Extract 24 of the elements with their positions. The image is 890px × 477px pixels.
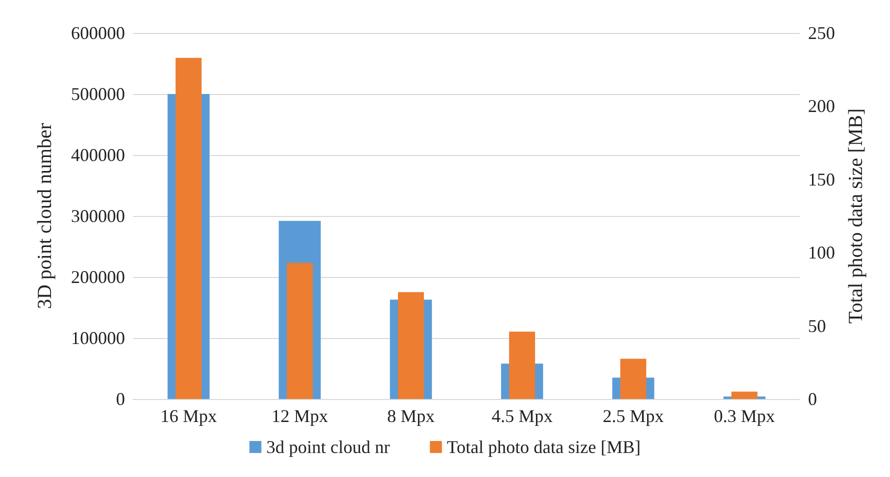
legend-label: Total photo data size [MB] xyxy=(446,437,641,457)
y-tick-label: 600000 xyxy=(71,23,125,43)
bar xyxy=(286,262,313,399)
y-tick-label: 500000 xyxy=(71,84,125,104)
y2-tick-label: 0 xyxy=(808,389,817,409)
y2-tick-label: 250 xyxy=(808,23,835,43)
x-tick-label: 0.3 Mpx xyxy=(714,406,775,426)
x-tick-label: 12 Mpx xyxy=(271,406,328,426)
y-tick-label: 200000 xyxy=(71,267,125,287)
x-tick-label: 16 Mpx xyxy=(160,406,217,426)
y2-tick-label: 50 xyxy=(808,316,826,336)
x-tick-label: 8 Mpx xyxy=(387,406,435,426)
y-tick-label: 100000 xyxy=(71,328,125,348)
x-tick-label: 2.5 Mpx xyxy=(602,406,664,426)
legend-label: 3d point cloud nr xyxy=(266,437,390,457)
y-tick-label: 0 xyxy=(116,389,125,409)
y2-tick-label: 100 xyxy=(808,242,835,263)
y2-axis-title: Total photo data size [MB] xyxy=(844,108,867,324)
y2-tick-label: 150 xyxy=(808,169,835,190)
y2-tick-label: 200 xyxy=(808,96,835,116)
y-tick-label: 300000 xyxy=(71,206,125,226)
y-axis-title: 3D point cloud number xyxy=(34,122,56,310)
y-tick-label: 400000 xyxy=(71,145,125,165)
x-tick-label: 4.5 Mpx xyxy=(492,406,553,426)
